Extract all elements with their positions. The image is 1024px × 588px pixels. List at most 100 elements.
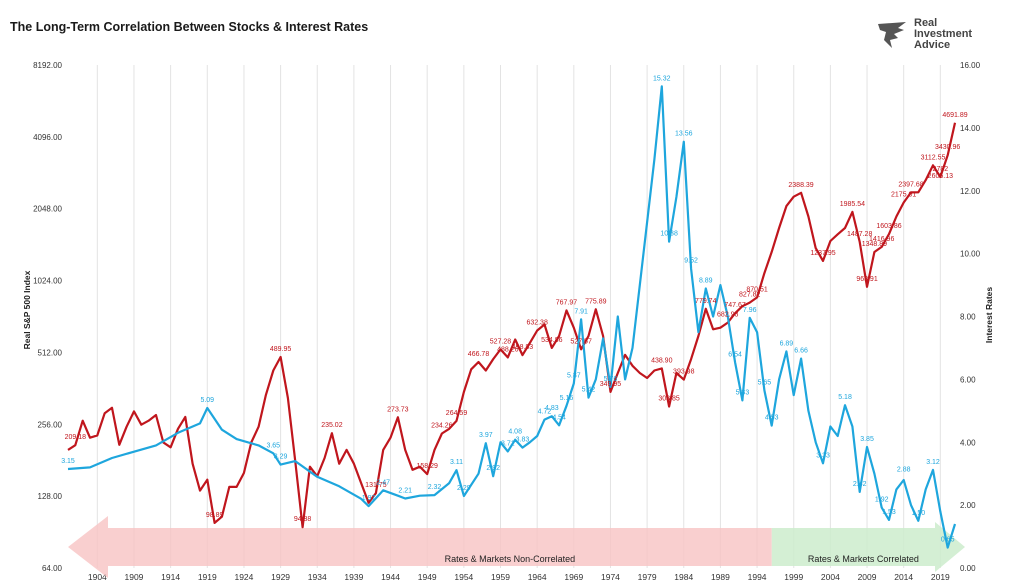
- eagle-icon: [878, 22, 906, 48]
- data-label: 4691.89: [942, 112, 967, 119]
- region-arrow-non-correlated: [68, 516, 772, 578]
- y-left-tick-label: 8192.00: [33, 61, 62, 70]
- data-label: 827.82: [739, 292, 761, 299]
- x-tick-label: 1999: [784, 572, 803, 582]
- data-label: 3.71: [501, 440, 515, 447]
- y-left-tick-label: 4096.00: [33, 133, 62, 142]
- data-label: 4.83: [545, 405, 559, 412]
- y-right-tick-label: 12.00: [960, 187, 981, 196]
- x-tick-label: 2004: [821, 572, 840, 582]
- x-tick-label: 1909: [125, 572, 144, 582]
- interest-rate-line: [67, 85, 957, 549]
- x-tick-label: 1944: [381, 572, 400, 582]
- data-label: 7.96: [743, 307, 757, 314]
- data-label: 131.75: [365, 482, 387, 489]
- data-label: 5.33: [736, 389, 750, 396]
- chart-title: The Long-Term Correlation Between Stocks…: [10, 20, 369, 34]
- brand-line-3: Advice: [914, 39, 951, 51]
- data-label: 3.85: [860, 436, 874, 443]
- x-tick-label: 1974: [601, 572, 620, 582]
- data-label: 8.89: [699, 278, 713, 285]
- x-tick-label: 2014: [894, 572, 913, 582]
- y-right-tick-label: 8.00: [960, 313, 976, 322]
- data-label: 2397.68: [898, 181, 923, 188]
- x-tick-label: 1964: [528, 572, 547, 582]
- data-label: 4.08: [508, 429, 522, 436]
- data-label: 1416.96: [869, 236, 894, 243]
- y-right-tick-label: 10.00: [960, 250, 981, 259]
- region-label-correlated: Rates & Markets Correlated: [808, 554, 919, 564]
- y-right-tick-label: 14.00: [960, 124, 981, 133]
- data-label: 2.21: [398, 488, 412, 495]
- x-tick-label: 1969: [564, 572, 583, 582]
- data-label: 2175.01: [891, 191, 916, 198]
- data-label: 5.87: [567, 372, 581, 379]
- data-label: 5.42: [582, 387, 596, 394]
- data-label: 6.54: [728, 351, 742, 358]
- data-label: 3.29: [274, 454, 288, 461]
- data-label: 6.66: [794, 348, 808, 355]
- data-label: 2.88: [897, 466, 911, 473]
- data-label: 489.95: [270, 346, 292, 353]
- data-label: 3112.55: [921, 154, 946, 161]
- y-right-tick-label: 0.00: [960, 564, 976, 573]
- data-label: 303.85: [658, 396, 680, 403]
- y-left-tick-label: 512.00: [38, 348, 63, 357]
- x-tick-label: 1979: [638, 572, 657, 582]
- data-label: 5.09: [200, 397, 214, 404]
- data-label: 767.97: [556, 299, 578, 306]
- data-label: 264.59: [446, 410, 468, 417]
- data-label: 1.97: [362, 495, 376, 502]
- brand-logo: Real Investment Advice: [876, 18, 986, 58]
- y-left-axis-title: Real S&P 500 Index: [22, 270, 32, 349]
- data-label: 527.28: [490, 338, 512, 345]
- data-label: 5.65: [758, 379, 772, 386]
- data-label: 2.32: [428, 484, 442, 491]
- data-label: 1237.95: [810, 250, 835, 257]
- x-tick-label: 1939: [344, 572, 363, 582]
- data-label: 349.95: [600, 381, 622, 388]
- data-label: 870.51: [746, 286, 768, 293]
- data-label: 5.18: [838, 394, 852, 401]
- data-label: 1.50: [912, 510, 926, 517]
- y-left-tick-label: 128.00: [38, 492, 63, 501]
- data-label: 534.86: [541, 337, 563, 344]
- data-label: 98.89: [206, 512, 224, 519]
- data-label: 1487.28: [847, 231, 872, 238]
- x-tick-label: 1989: [711, 572, 730, 582]
- data-label: 4.54: [552, 414, 566, 421]
- brand-line-2: Investment: [914, 28, 973, 40]
- data-label: 682.98: [717, 312, 739, 319]
- data-label: 3.33: [816, 452, 830, 459]
- data-label: 3.11: [450, 459, 463, 466]
- data-label: 2.29: [457, 485, 471, 492]
- data-label: 10.38: [660, 231, 678, 238]
- x-tick-label: 1914: [161, 572, 180, 582]
- x-tick-label: 1929: [271, 572, 290, 582]
- sp500-line: [67, 122, 957, 529]
- data-label: 5.76: [604, 376, 618, 383]
- data-label: 273.73: [387, 406, 409, 413]
- x-tick-label: 1934: [308, 572, 327, 582]
- data-label: 747.67: [724, 302, 746, 309]
- data-label: 4.72: [538, 409, 552, 416]
- y-right-tick-label: 16.00: [960, 61, 981, 70]
- x-tick-label: 1984: [674, 572, 693, 582]
- x-tick-label: 2009: [858, 572, 877, 582]
- data-label: 1348.89: [862, 241, 887, 248]
- data-label: 3430.96: [935, 144, 960, 151]
- data-label: 2782: [933, 166, 949, 173]
- data-label: 235.02: [321, 422, 343, 429]
- data-label: 466.78: [468, 351, 490, 358]
- data-label: 13.56: [675, 131, 693, 138]
- data-label: 3.12: [926, 459, 940, 466]
- y-right-axis-title: Interest Rates: [984, 287, 994, 343]
- data-label: 6.89: [780, 340, 794, 347]
- data-label: 3.97: [479, 432, 493, 439]
- x-tick-label: 1919: [198, 572, 217, 582]
- data-label: 7.91: [574, 308, 588, 315]
- region-arrow-correlated: [771, 522, 965, 572]
- data-label: 1603.86: [876, 223, 901, 230]
